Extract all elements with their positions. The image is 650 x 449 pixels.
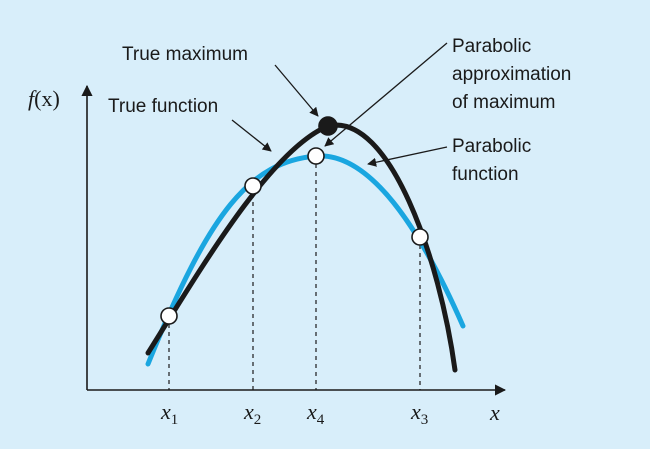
arrow-true-maximum (274, 64, 319, 117)
tick-x1: x1 (160, 399, 178, 428)
y-axis-label: f(x) (28, 86, 60, 111)
x-axis-label: x (489, 400, 500, 425)
label-parabolic-function-2: function (452, 164, 519, 185)
point-x2 (244, 177, 262, 195)
point-x3 (411, 228, 429, 246)
label-parabolic-approx-2: approximation (452, 64, 571, 85)
arrow-parabolic-approx (324, 42, 448, 147)
tick-x3: x3 (410, 399, 428, 428)
true-maximum-point (318, 116, 338, 136)
arrow-true-function (231, 119, 272, 152)
label-true-maximum: True maximum (122, 44, 248, 65)
label-parabolic-approx-1: Parabolic (452, 36, 531, 57)
label-parabolic-function-1: Parabolic (452, 136, 531, 157)
true-function-curve (145, 122, 458, 373)
label-parabolic-approx-3: of maximum (452, 92, 555, 113)
arrow-parabolic-function (367, 146, 448, 167)
label-true-function: True function (108, 96, 218, 117)
parabolic-function-curve (145, 153, 466, 367)
point-x1 (160, 307, 178, 325)
tick-x4: x4 (306, 399, 325, 428)
point-x4 (307, 147, 325, 165)
tick-x2: x2 (243, 399, 261, 428)
